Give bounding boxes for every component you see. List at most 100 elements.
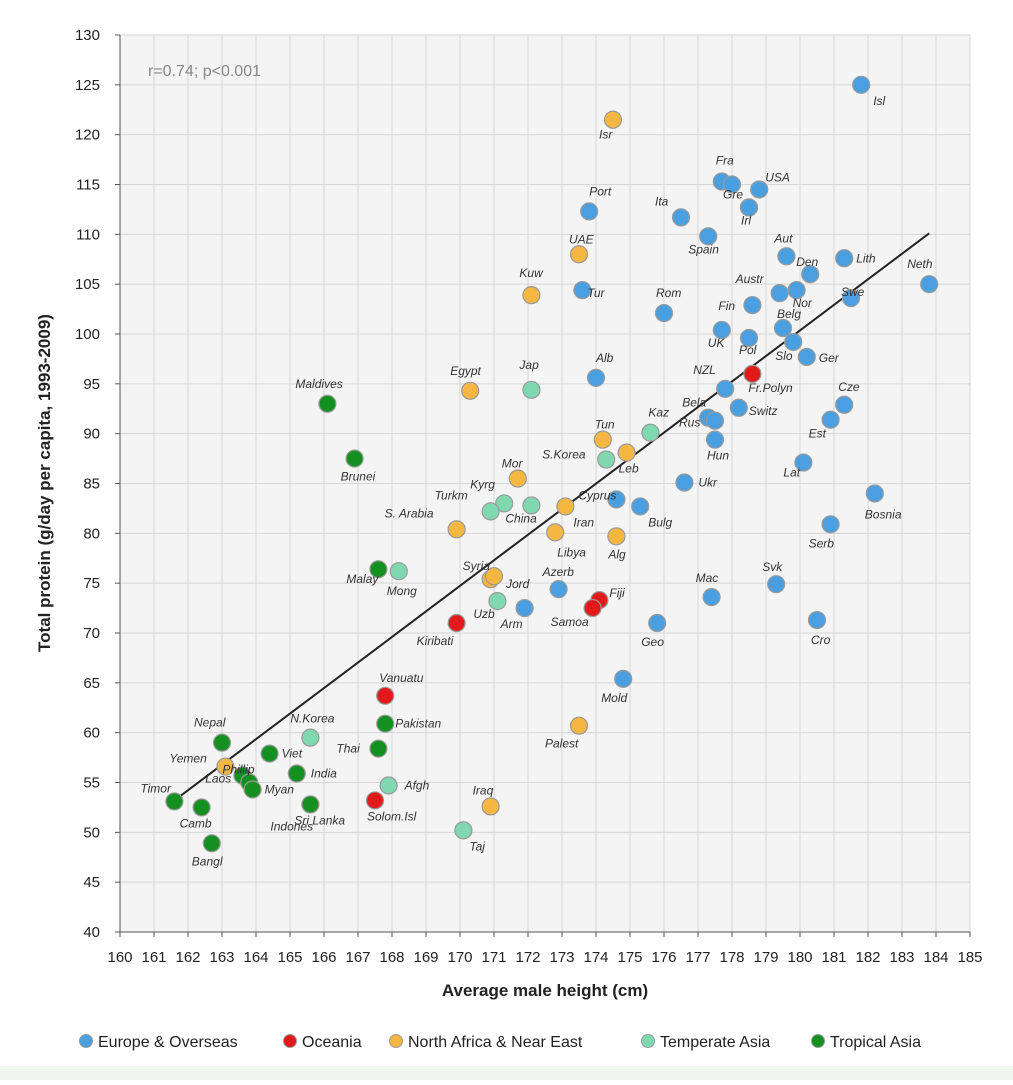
point-label: Mac xyxy=(696,571,719,585)
x-tick-label: 177 xyxy=(685,949,710,966)
data-point xyxy=(586,368,606,387)
data-point xyxy=(729,398,748,417)
y-tick-label: 105 xyxy=(75,276,100,293)
data-point xyxy=(739,328,759,348)
point-label: Austr xyxy=(735,272,765,286)
trendline xyxy=(173,232,930,802)
x-tick-label: 181 xyxy=(821,949,846,966)
point-label: Ukr xyxy=(698,476,718,490)
legend-label: North Africa & Near East xyxy=(408,1034,583,1051)
y-tick-label: 75 xyxy=(83,575,100,592)
point-label: Camb xyxy=(180,816,212,830)
x-tick-label: 160 xyxy=(107,949,132,966)
point-label: Fra xyxy=(716,154,734,168)
y-tick-label: 80 xyxy=(83,525,100,542)
legend-marker xyxy=(79,1034,93,1048)
data-point xyxy=(447,520,466,539)
point-label: Leb xyxy=(619,462,639,476)
data-point xyxy=(376,686,395,705)
data-point xyxy=(202,834,221,853)
x-tick-label: 180 xyxy=(787,949,812,966)
legend-marker xyxy=(641,1034,655,1048)
point-label: Vanuatu xyxy=(379,671,424,685)
point-label: Alg xyxy=(607,547,626,561)
point-label: Swe xyxy=(841,285,865,299)
point-label: Mor xyxy=(502,457,524,471)
point-label: Rom xyxy=(656,286,681,300)
data-point xyxy=(699,227,718,246)
x-tick-label: 170 xyxy=(447,949,472,966)
point-label: Cro xyxy=(811,633,831,647)
point-label: Tur xyxy=(587,286,605,300)
data-point xyxy=(835,249,854,268)
data-point xyxy=(739,198,759,217)
legend-marker xyxy=(283,1034,297,1048)
point-label: Tun xyxy=(595,418,615,432)
point-label: NZL xyxy=(693,363,716,377)
point-label: Solom.Isl xyxy=(367,809,417,823)
y-tick-label: 60 xyxy=(83,725,100,742)
data-point xyxy=(614,669,633,688)
data-point xyxy=(583,598,602,618)
point-label: Mong xyxy=(387,584,417,598)
data-point xyxy=(675,473,694,492)
data-point xyxy=(797,347,816,367)
point-label: Fr.Polyn xyxy=(748,381,793,395)
point-label: Iran xyxy=(573,515,594,529)
point-label: Laos xyxy=(205,772,231,786)
axes xyxy=(115,34,971,937)
point-label: Spain xyxy=(688,242,719,256)
data-point xyxy=(773,318,793,338)
x-tick-label: 173 xyxy=(549,949,574,966)
point-label: Nepal xyxy=(194,716,226,730)
tick-labels: 160 161 162 163 164 165 166 167 168 169 170 171 172 1… xyxy=(75,27,983,966)
data-point xyxy=(243,780,262,799)
point-label: Nor xyxy=(793,296,813,310)
point-label: Neth xyxy=(907,257,933,271)
y-tick-label: 40 xyxy=(83,924,100,941)
data-point xyxy=(369,739,388,758)
point-label: N.Korea xyxy=(290,712,334,726)
point-label: Serb xyxy=(809,536,835,550)
x-tick-label: 176 xyxy=(651,949,676,966)
data-point xyxy=(301,728,320,747)
point-label: UAE xyxy=(569,232,595,246)
point-label: USA xyxy=(765,170,790,184)
data-point xyxy=(743,364,762,383)
point-label: Fin xyxy=(718,299,735,313)
point-label: Thai xyxy=(336,742,360,756)
data-point xyxy=(648,613,667,633)
data-point xyxy=(801,265,820,284)
point-label: Ger xyxy=(819,351,840,365)
y-tick-label: 90 xyxy=(83,426,100,443)
data-point xyxy=(784,332,803,352)
point-label: Geo xyxy=(641,635,664,649)
point-label: Bulg xyxy=(648,515,672,529)
gridlines xyxy=(119,34,971,933)
point-label: Port xyxy=(589,184,612,198)
y-tick-label: 55 xyxy=(83,775,100,792)
x-tick-label: 185 xyxy=(957,949,982,966)
x-tick-label: 166 xyxy=(311,949,336,966)
point-label: UK xyxy=(708,336,726,350)
data-point xyxy=(461,381,480,400)
data-point xyxy=(794,453,813,472)
data-point xyxy=(777,247,796,266)
data-point xyxy=(631,497,650,516)
data-point xyxy=(705,411,725,430)
data-point xyxy=(865,484,884,503)
data-point xyxy=(495,494,514,513)
point-label: Viet xyxy=(282,747,303,761)
point-label: Lith xyxy=(856,251,876,265)
point-label: Turkm xyxy=(435,488,468,502)
point-label: Afgh xyxy=(404,778,430,792)
point-label: Jord xyxy=(505,577,530,591)
point-label: Cyprus xyxy=(578,488,616,502)
point-label: Kuw xyxy=(519,266,544,280)
x-tick-label: 167 xyxy=(345,949,370,966)
point-label: Svk xyxy=(762,560,783,574)
data-point xyxy=(365,791,385,810)
correlation-annotation: r=0.74; p<0.001 xyxy=(148,63,261,80)
x-tick-label: 163 xyxy=(209,949,234,966)
